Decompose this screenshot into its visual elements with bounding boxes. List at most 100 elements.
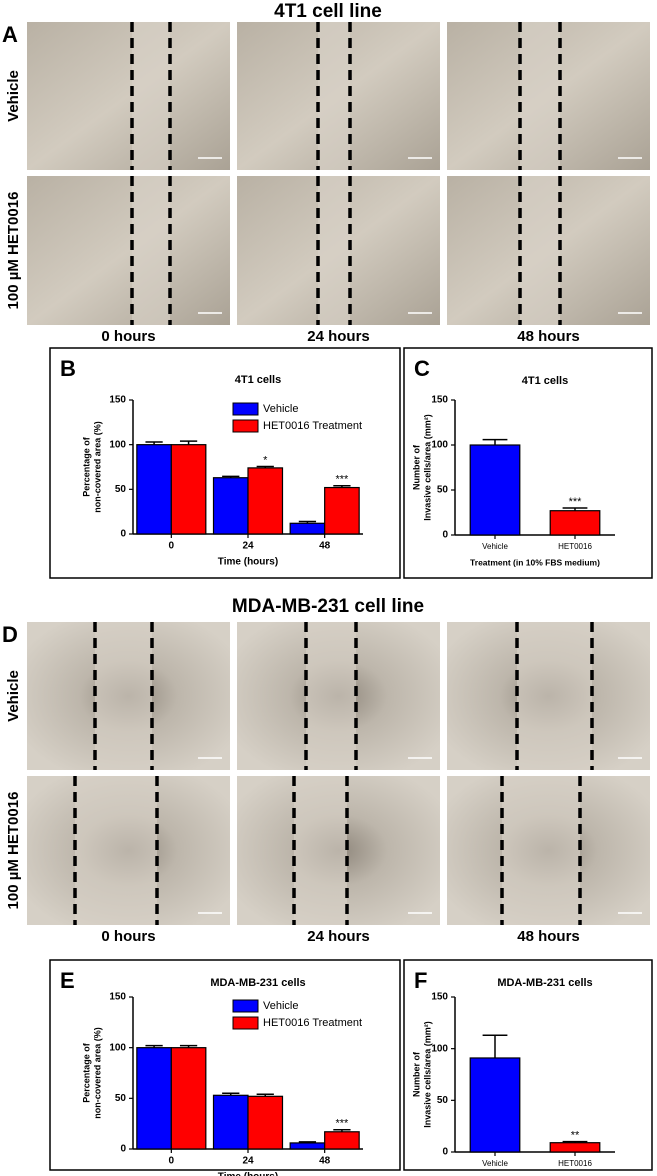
scratch-gap — [132, 22, 170, 170]
x-tick-label: Vehicle — [482, 1159, 508, 1168]
legend-label: HET0016 Treatment — [263, 420, 362, 432]
y-axis-label: Number of — [411, 1051, 421, 1097]
y-tick-label: 50 — [437, 1095, 449, 1106]
panel-letter: F — [414, 968, 427, 993]
bar — [212, 477, 249, 535]
chart-frame — [49, 347, 401, 579]
y-tick-label: 150 — [109, 395, 126, 406]
scratch-gap — [294, 776, 347, 925]
x-tick-label: 24 — [242, 541, 254, 552]
y-tick-label: 150 — [431, 395, 448, 406]
chart-frame — [403, 959, 653, 1171]
scratch-gap — [502, 776, 580, 925]
panel-letter: A — [2, 22, 18, 47]
panel-letter: B — [60, 356, 76, 381]
scratch-gap — [132, 176, 170, 325]
y-tick-label: 100 — [109, 1042, 126, 1053]
y-tick-label: 0 — [442, 530, 448, 541]
legend-swatch — [232, 999, 259, 1013]
significance: *** — [335, 474, 349, 486]
x-tick-label: 0 — [169, 1156, 175, 1167]
panel-letter: E — [60, 968, 75, 993]
y-axis-label: Number of — [411, 444, 421, 490]
x-tick-label: Vehicle — [482, 542, 508, 551]
significance: * — [263, 454, 268, 466]
bar — [247, 467, 284, 535]
panel-letter: C — [414, 356, 430, 381]
scratch-gap — [520, 22, 560, 170]
legend-label: Vehicle — [263, 403, 298, 415]
bar — [170, 444, 207, 535]
bar — [289, 522, 326, 535]
scratch-gap — [318, 22, 350, 170]
scratch-gap — [520, 176, 560, 325]
y-axis-label: Invasive cells/area (mm²) — [422, 414, 432, 521]
y-tick-label: 100 — [431, 1043, 448, 1054]
bar — [549, 1142, 601, 1153]
y-axis-label: non-covered area (%) — [92, 1027, 102, 1119]
bar — [289, 1142, 326, 1150]
significance: *** — [569, 496, 583, 508]
x-tick-label: 48 — [319, 541, 331, 552]
legend-swatch — [232, 1016, 259, 1030]
y-tick-label: 0 — [120, 529, 126, 540]
chart-title: MDA-MB-231 cells — [497, 977, 592, 989]
y-tick-label: 50 — [115, 484, 127, 495]
scratch-gap — [517, 622, 592, 770]
bar — [247, 1095, 284, 1150]
row-label: Vehicle — [5, 70, 22, 122]
chart-frame — [403, 347, 653, 579]
row-label: Vehicle — [5, 670, 22, 722]
y-tick-label: 0 — [442, 1147, 448, 1158]
y-tick-label: 150 — [109, 992, 126, 1003]
scratch-gap — [318, 176, 350, 325]
legend-label: HET0016 Treatment — [263, 1017, 362, 1029]
micrograph — [27, 22, 230, 170]
y-tick-label: 100 — [109, 439, 126, 450]
bar — [170, 1047, 207, 1150]
scratch-gap — [95, 622, 152, 770]
x-tick-label: 0 — [169, 541, 175, 552]
chart-frame — [49, 959, 401, 1171]
col-label: 0 hours — [101, 328, 155, 345]
bar — [469, 444, 521, 536]
scratch-gap — [306, 622, 356, 770]
bar — [212, 1094, 249, 1150]
significance: *** — [335, 1118, 349, 1130]
chart-title: 4T1 cells — [522, 375, 568, 387]
x-tick-label: 24 — [242, 1156, 254, 1167]
legend-swatch — [232, 402, 259, 416]
x-axis-label: Time (hours) — [218, 557, 278, 568]
x-axis-label: Treatment (in 10% FBS medium) — [470, 557, 600, 567]
col-label: 48 hours — [517, 928, 580, 945]
y-axis-label: non-covered area (%) — [92, 421, 102, 513]
y-tick-label: 150 — [431, 992, 448, 1003]
significance: ** — [571, 1130, 580, 1142]
chart-title: 4T1 cells — [235, 374, 281, 386]
y-axis-label: Percentage of — [81, 436, 91, 497]
x-tick-label: HET0016 — [558, 1159, 592, 1168]
row-label: 100 µM HET0016 — [5, 192, 22, 310]
col-label: 24 hours — [307, 328, 370, 345]
x-axis-label: Time (hours) — [218, 1172, 278, 1176]
col-label: 48 hours — [517, 328, 580, 345]
y-tick-label: 50 — [437, 485, 449, 496]
chart-title: MDA-MB-231 cells — [210, 977, 305, 989]
x-axis-label: Treatment (in 10% FBS medium) — [470, 1174, 600, 1176]
x-tick-label: 48 — [319, 1156, 331, 1167]
bar — [469, 1057, 521, 1153]
y-tick-label: 100 — [431, 440, 448, 451]
bar — [136, 444, 172, 535]
bar — [136, 1047, 172, 1150]
y-tick-label: 0 — [120, 1144, 126, 1155]
bar — [549, 510, 601, 536]
col-label: 24 hours — [307, 928, 370, 945]
col-label: 0 hours — [101, 928, 155, 945]
x-tick-label: HET0016 — [558, 542, 592, 551]
bar — [324, 1131, 360, 1150]
legend-swatch — [232, 419, 259, 433]
row-label: 100 µM HET0016 — [5, 792, 22, 910]
micrograph — [27, 176, 230, 325]
legend-label: Vehicle — [263, 1000, 298, 1012]
